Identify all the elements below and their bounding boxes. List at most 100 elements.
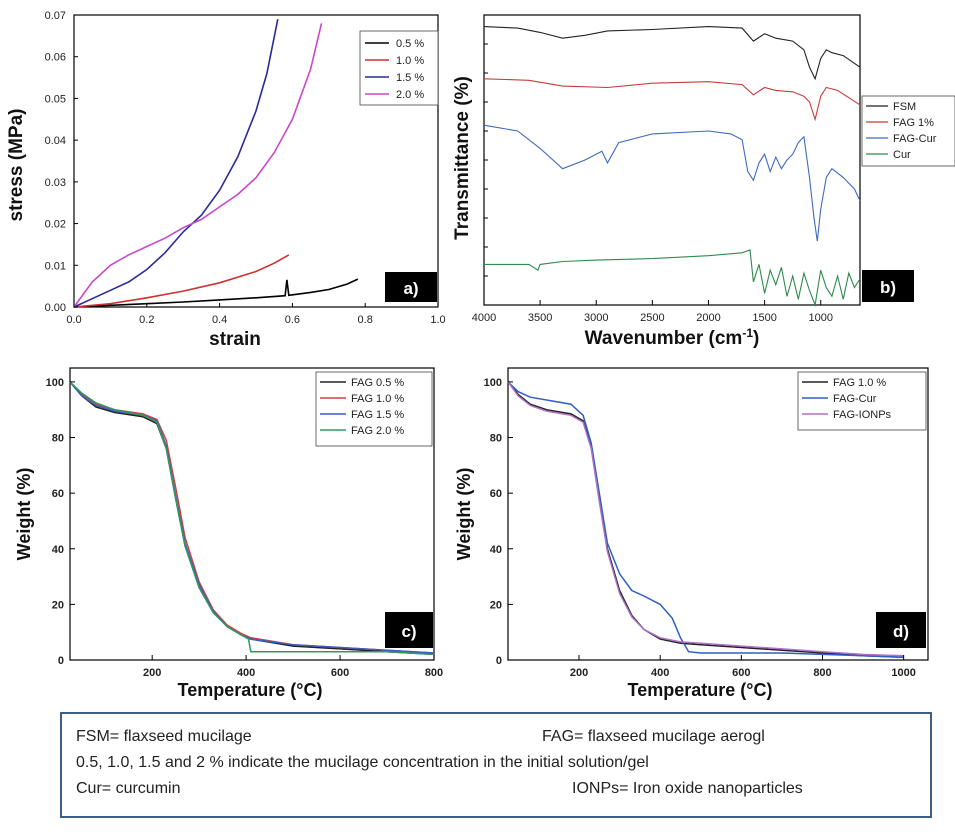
y-tick-label: 100 [484, 377, 502, 389]
series-line-FAG-1- [483, 78, 861, 122]
series-line-FAG-1-0- [507, 381, 904, 658]
series-line-1-0- [73, 254, 290, 308]
legend-entry: 1.5 % [396, 72, 424, 84]
y-tick-label: 0.04 [45, 135, 66, 147]
x-tick-label: 1000 [808, 312, 832, 324]
panel-a: 0.0 0.2 0.4 0.6 0.8 1.0 0.00 0.01 0.02 0.03 0.04 0.… [6, 10, 446, 350]
x-tick-label: 600 [732, 667, 750, 679]
panel-c-xlabel: Temperature (°C) [178, 680, 323, 700]
legend-entry: FAG-Cur [833, 393, 877, 405]
notes-box: FSM= flaxseed mucilage FAG= flaxseed muc… [60, 712, 932, 818]
series-line-FAG-Cur [483, 124, 861, 242]
x-tick-label: 0.2 [139, 314, 154, 326]
x-tick-label: 3000 [584, 312, 608, 324]
panel-c-label-box [385, 612, 433, 648]
series-line-Cur [484, 249, 861, 308]
legend-box [315, 371, 433, 447]
series-line-FAG-2-0- [69, 381, 435, 656]
note-cur: Cur= curcumin [76, 780, 181, 797]
legend-entry: FAG 1.5 % [351, 409, 404, 421]
legend-entry: FAG 2.0 % [351, 425, 404, 437]
y-tick-label: 40 [490, 544, 502, 556]
x-tick-label: 400 [237, 667, 255, 679]
series-line-FAG-IONPs [507, 381, 904, 657]
x-tick-label: 1.0 [430, 314, 445, 326]
legend-entry: Cur [893, 149, 911, 161]
panel-c: 200 400 600 800 0 20 40 60 80 100 Weight (%) Temp… [14, 367, 443, 700]
y-tick-label: 20 [52, 599, 64, 611]
x-tick-label: 0.0 [66, 314, 81, 326]
note-ionps: IONPs= Iron oxide nanoparticles [572, 780, 803, 797]
y-tick-label: 60 [52, 488, 64, 500]
y-tick-label: 0 [496, 655, 502, 667]
note-concentration: 0.5, 1.0, 1.5 and 2 % indicate the mucil… [76, 754, 649, 771]
series-line-1-5- [73, 19, 279, 308]
panel-d-label-box [876, 612, 926, 648]
panel-a-label-box [385, 272, 437, 302]
x-tick-label: 3500 [528, 312, 552, 324]
panel-b: 4000 3500 3000 2500 2000 1500 1000 Transmittan… [452, 14, 955, 349]
series-line-FSM [483, 26, 861, 81]
x-tick-label: 1500 [752, 312, 776, 324]
x-tick-label: 2000 [696, 312, 720, 324]
series-line-FAG-1-5- [69, 381, 435, 654]
y-tick-label: 80 [490, 433, 502, 445]
panel-a-label: a) [403, 279, 418, 298]
panel-c-ylabel: Weight (%) [14, 468, 34, 561]
x-tick-label: 600 [331, 667, 349, 679]
panel-b-label-box [862, 270, 914, 302]
x-tick-label: 4000 [472, 312, 496, 324]
y-tick-label: 0.03 [45, 177, 66, 189]
x-tick-label: 800 [813, 667, 831, 679]
panel-d-ylabel: Weight (%) [454, 468, 474, 561]
x-tick-label: 0.4 [212, 314, 227, 326]
legend-entry: FAG 1% [893, 117, 934, 129]
y-tick-label: 20 [490, 599, 502, 611]
y-tick-label: 0.06 [45, 52, 66, 64]
x-tick-label: 1000 [891, 667, 915, 679]
y-tick-label: 80 [52, 433, 64, 445]
x-tick-label: 0.8 [358, 314, 373, 326]
legend-entry: FSM [893, 101, 916, 113]
legend-entry: FAG-Cur [893, 133, 937, 145]
y-tick-label: 0.00 [45, 302, 66, 314]
panel-d-xlabel: Temperature (°C) [628, 680, 773, 700]
note-fag: FAG= flaxseed mucilage aerogl [542, 728, 765, 745]
x-tick-label: 400 [651, 667, 669, 679]
panel-c-frame [69, 367, 435, 661]
panel-b-label: b) [880, 278, 896, 297]
x-tick-label: 0.6 [285, 314, 300, 326]
legend-entry: 0.5 % [396, 38, 424, 50]
legend-entry: FAG 1.0 % [351, 393, 404, 405]
x-tick-label: 200 [570, 667, 588, 679]
y-tick-label: 0.01 [45, 260, 66, 272]
x-tick-label: 200 [143, 667, 161, 679]
legend-entry: FAG 0.5 % [351, 377, 404, 389]
y-tick-label: 0.05 [45, 93, 66, 105]
legend-entry: 1.0 % [396, 55, 424, 67]
y-tick-label: 0.02 [45, 219, 66, 231]
x-tick-label: 2500 [640, 312, 664, 324]
panel-b-frame [483, 14, 861, 306]
y-tick-label: 40 [52, 544, 64, 556]
note-fsm: FSM= flaxseed mucilage [76, 728, 252, 745]
y-tick-label: 60 [490, 488, 502, 500]
series-line-FAG-Cur [507, 381, 904, 658]
panel-a-frame [73, 14, 439, 308]
legend-entry: FAG 1.0 % [833, 377, 886, 389]
panel-a-xlabel: strain [209, 329, 261, 350]
panel-d-label: d) [893, 622, 909, 641]
legend-entry: FAG-IONPs [833, 409, 892, 421]
panel-c-label: c) [401, 622, 416, 641]
panel-a-ylabel: stress (MPa) [6, 109, 27, 222]
y-tick-label: 100 [46, 377, 64, 389]
y-tick-label: 0.07 [45, 10, 66, 22]
x-tick-label: 800 [425, 667, 443, 679]
panel-b-ylabel: Transmittance (%) [452, 76, 473, 240]
panel-d-frame [507, 367, 929, 661]
panel-b-xlabel: Wavenumber (cm-1) [585, 326, 760, 349]
figure-canvas: 0.0 0.2 0.4 0.6 0.8 1.0 0.00 0.01 0.02 0.03 0.04 0.… [6, 10, 955, 700]
series-line-2-0- [73, 23, 323, 308]
legend-entry: 2.0 % [396, 89, 424, 101]
